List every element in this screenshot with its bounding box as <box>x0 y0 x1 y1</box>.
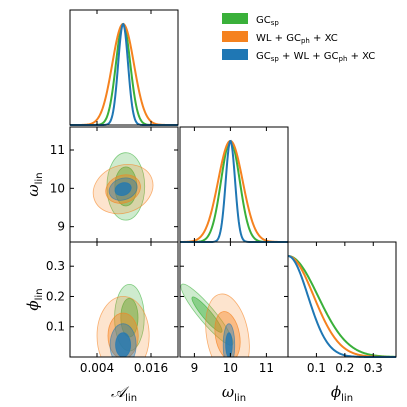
panel-frame <box>287 241 397 358</box>
panel-frame <box>69 9 179 126</box>
x-tick-label-p: 0.3 <box>364 361 383 375</box>
y-axis-label-p: ϕlin <box>24 288 45 310</box>
x-tick-label-w: 10 <box>223 361 238 375</box>
legend-sub: sp <box>271 19 280 27</box>
x-axis-label-A: 𝒜lin <box>111 383 137 404</box>
x-axis-label-p-sub: lin <box>341 393 353 404</box>
contour-1sigma-0 <box>120 297 139 338</box>
legend-label-2: GCsp + WL + GCph + XC <box>256 51 375 63</box>
y-axis-label-w: ωlin <box>24 172 45 196</box>
x-tick-label-w: 11 <box>259 361 274 375</box>
contour-1sigma-2 <box>225 332 233 357</box>
marginal-curve-A-2 <box>70 22 178 126</box>
contour-1sigma-2 <box>114 182 132 197</box>
legend-label-1: WL + GCph + XC <box>256 33 338 45</box>
y-tick-label-p: 0.3 <box>46 259 65 273</box>
panel-contents <box>180 283 250 357</box>
legend-sub: ph <box>301 37 310 45</box>
marginal-curve-A-0 <box>70 22 178 126</box>
x-tick-label-w: 9 <box>191 361 199 375</box>
panel-frame <box>69 241 179 358</box>
legend-swatch-2 <box>222 49 248 60</box>
panel-1d-p <box>287 241 397 358</box>
panel-1d-w <box>179 126 289 243</box>
panel-2d-A-p <box>69 241 179 358</box>
y-tick-label-w: 11 <box>50 143 65 157</box>
x-axis-label-p: ϕlin <box>331 383 353 404</box>
legend-tail: + XC <box>347 51 375 62</box>
x-axis-label-A-sub: lin <box>125 393 137 404</box>
legend-swatch-0 <box>222 13 248 24</box>
y-tick-label-w: 10 <box>50 181 65 195</box>
x-axis-label-w-sub: lin <box>234 393 246 404</box>
legend-tail: + XC <box>310 33 338 44</box>
contour-1sigma-0 <box>191 296 223 333</box>
y-tick-label-p: 0.2 <box>46 289 65 303</box>
legend-swatch-1 <box>222 31 248 42</box>
x-tick-label-p: 0.2 <box>335 361 354 375</box>
x-axis-label-w: ωlin <box>222 383 246 404</box>
contour-1sigma-2 <box>115 332 132 357</box>
legend-tail: + WL + GC <box>279 51 339 62</box>
marginal-curve-p-0 <box>287 255 397 358</box>
y-axis-label-w-sub: lin <box>34 172 45 184</box>
x-tick-label-A: 0.016 <box>134 361 168 375</box>
y-axis-label-p-sub: lin <box>34 288 45 300</box>
y-tick-label-p: 0.1 <box>46 320 65 334</box>
panel-2d-w-p <box>179 241 289 358</box>
legend-sub: sp <box>271 55 280 63</box>
legend-label-0: GCsp <box>256 15 279 27</box>
marginal-curve-w-2 <box>180 139 288 243</box>
legend-sub: ph <box>339 55 348 63</box>
panel-contents <box>92 152 154 221</box>
x-tick-label-A: 0.004 <box>80 361 114 375</box>
panel-1d-A <box>69 9 179 126</box>
panel-2d-A-w <box>69 126 179 243</box>
x-tick-label-p: 0.1 <box>307 361 326 375</box>
y-tick-label-w: 9 <box>57 220 65 234</box>
marginal-curve-A-1 <box>70 22 178 126</box>
panel-frame <box>179 241 289 358</box>
legend: GCsp WL + GCph + XC GCsp + WL + GCph + XC <box>222 13 375 63</box>
panel-contents <box>96 283 150 357</box>
